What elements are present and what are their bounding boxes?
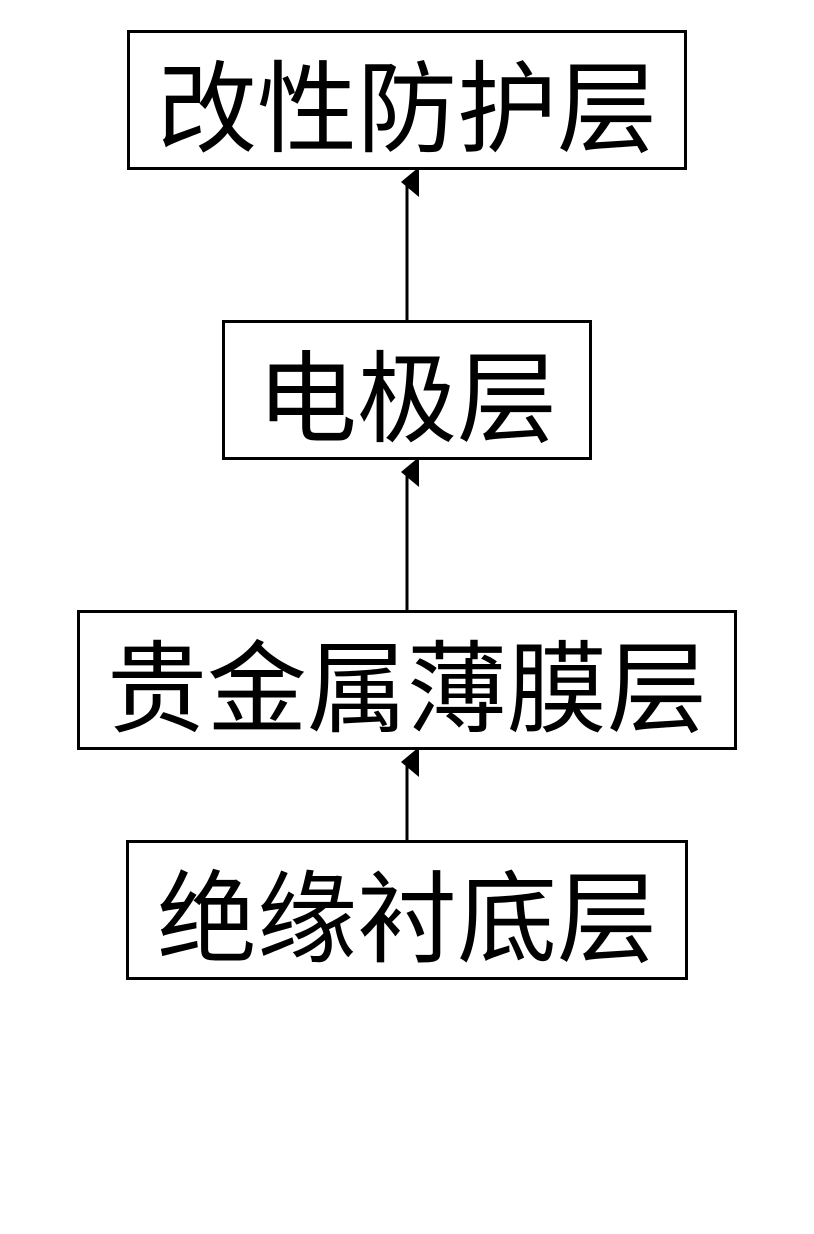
- node-label: 电极层: [257, 318, 557, 463]
- flowchart-node-2: 电极层: [222, 320, 592, 460]
- arrow-3: [387, 750, 427, 840]
- flowchart-node-4: 绝缘衬底层: [126, 840, 688, 980]
- arrow-up-icon: [387, 170, 427, 320]
- node-label: 绝缘衬底层: [157, 838, 657, 983]
- arrow-up-icon: [387, 750, 427, 840]
- flowchart-container: 改性防护层 电极层 贵金属薄膜层: [77, 30, 737, 980]
- arrow-1: [387, 170, 427, 320]
- node-label: 贵金属薄膜层: [107, 608, 707, 753]
- arrow-up-icon: [387, 460, 427, 610]
- node-label: 改性防护层: [157, 28, 657, 173]
- flowchart-node-3: 贵金属薄膜层: [77, 610, 737, 750]
- arrow-2: [387, 460, 427, 610]
- flowchart-node-1: 改性防护层: [127, 30, 687, 170]
